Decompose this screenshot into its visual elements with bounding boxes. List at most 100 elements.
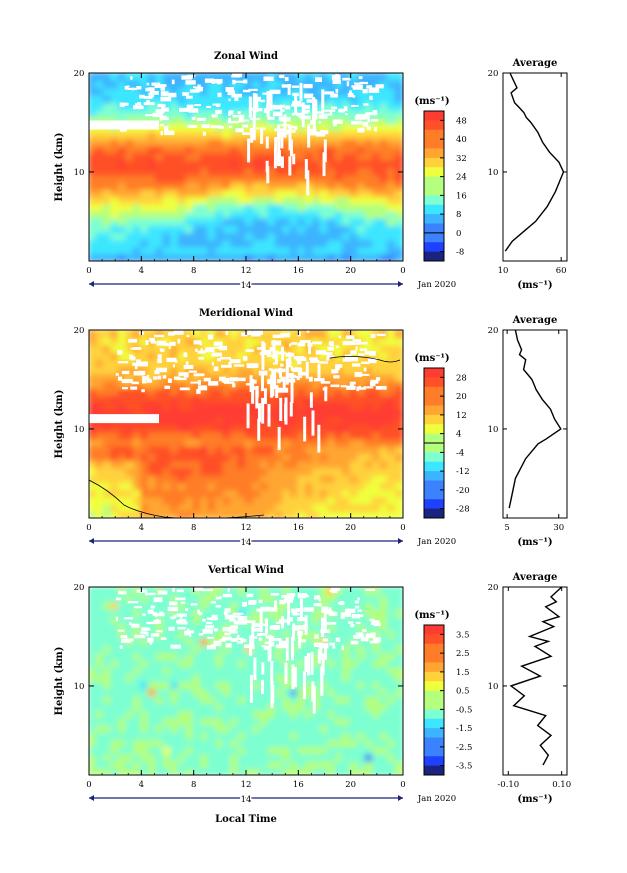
heatmap-cell [252, 408, 262, 418]
heatmap-cell [297, 408, 307, 418]
heatmap-cell [162, 343, 173, 353]
gap-cell [177, 621, 188, 625]
heatmap-cell [349, 694, 360, 704]
heatmap-cell [200, 408, 210, 418]
heatmap-cell [147, 509, 158, 518]
gap-band [89, 414, 159, 424]
heatmap-cell [147, 766, 158, 775]
heatmap-cell [132, 658, 143, 668]
heatmap-cell [327, 444, 337, 454]
heatmap-cell [274, 593, 285, 603]
heatmap-cell [289, 437, 300, 447]
heatmap-cell [319, 745, 330, 755]
heatmap-cell [387, 209, 397, 219]
heatmap-cell [110, 223, 120, 234]
gap-cell [281, 84, 292, 88]
gap-column [250, 127, 254, 143]
heatmap-cell [192, 415, 203, 425]
gap-column [263, 388, 267, 405]
heatmap-cell [89, 622, 98, 632]
heatmap-cell [147, 394, 158, 404]
heatmap-cell [95, 593, 105, 603]
heatmap-cell [394, 629, 403, 639]
heatmap-cell [125, 79, 135, 89]
heatmap-cell [117, 766, 128, 775]
heatmap-cell [372, 415, 382, 425]
gap-cell [152, 112, 163, 117]
heatmap-cell [155, 343, 165, 353]
gap-cell [346, 358, 351, 362]
heatmap-cell [312, 759, 322, 769]
heatmap-cell [177, 93, 188, 103]
gap-column [255, 387, 259, 409]
heatmap-cell [95, 350, 105, 360]
heatmap-cell [132, 330, 143, 339]
heatmap-cell [207, 473, 218, 483]
heatmap-cell [185, 202, 195, 212]
heatmap-cell [132, 701, 143, 711]
heatmap-cell [394, 209, 403, 219]
heatmap-cell [230, 766, 240, 775]
heatmap-cell [207, 766, 218, 775]
heatmap-cell [312, 694, 322, 704]
heatmap-cell [319, 252, 330, 261]
heatmap-cell [304, 365, 315, 375]
date-label: Jan 2020 [417, 280, 456, 290]
gap-cell [303, 93, 314, 99]
heatmap-cell [125, 752, 135, 762]
gap-cell [133, 371, 144, 376]
heatmap-cell [125, 502, 135, 512]
heatmap-cell [289, 636, 300, 646]
avg-x-unit: (ms⁻¹) [517, 794, 552, 805]
heatmap-cell [364, 231, 375, 241]
heatmap-cell [207, 502, 218, 512]
heatmap-cell [132, 144, 143, 154]
heatmap-cell [132, 694, 143, 704]
heatmap-cell [207, 231, 218, 241]
heatmap-cell [327, 379, 337, 389]
heatmap-cell [155, 672, 165, 682]
heatmap-cell [274, 694, 285, 704]
heatmap-cell [312, 672, 322, 682]
heatmap-cell [334, 658, 345, 668]
heatmap-cell [252, 252, 262, 261]
colorbar-segment [424, 195, 444, 206]
heatmap-cell [357, 336, 367, 346]
heatmap-cell [327, 665, 337, 675]
heatmap-cell [192, 509, 203, 518]
heatmap-cell [334, 587, 345, 596]
heatmap-cell [252, 672, 262, 682]
heatmap-cell [387, 651, 397, 661]
heatmap-cell [147, 614, 158, 625]
heatmap-cell [222, 488, 233, 498]
heatmap-cell [245, 680, 255, 690]
heatmap-cell [274, 629, 285, 639]
gap-cell [121, 387, 128, 390]
heatmap-cell [102, 614, 113, 625]
heatmap-cell [162, 223, 173, 234]
heatmap-cell [372, 607, 382, 617]
heatmap-cell [289, 187, 300, 197]
heatmap-cell [200, 238, 210, 248]
heatmap-cell [259, 759, 270, 769]
heatmap-cell [117, 386, 128, 397]
gap-cell [366, 126, 372, 130]
heatmap-cell [312, 408, 322, 418]
heatmap-cell [132, 79, 143, 89]
heatmap-cell [387, 73, 397, 82]
heatmap-cell [192, 480, 203, 491]
heatmap-cell [252, 365, 262, 375]
heatmap-cell [185, 415, 195, 425]
gap-cell [136, 359, 141, 364]
gap-cell [370, 632, 376, 637]
heatmap-cell [282, 151, 292, 161]
heatmap-cell [230, 466, 240, 476]
heatmap-cell [237, 745, 247, 755]
heatmap-cell [102, 137, 113, 147]
heatmap-cell [89, 745, 98, 755]
heatmap-cell [372, 444, 382, 454]
heatmap-cell [334, 509, 345, 518]
gap-column [270, 660, 274, 684]
heatmap-cell [230, 737, 240, 748]
